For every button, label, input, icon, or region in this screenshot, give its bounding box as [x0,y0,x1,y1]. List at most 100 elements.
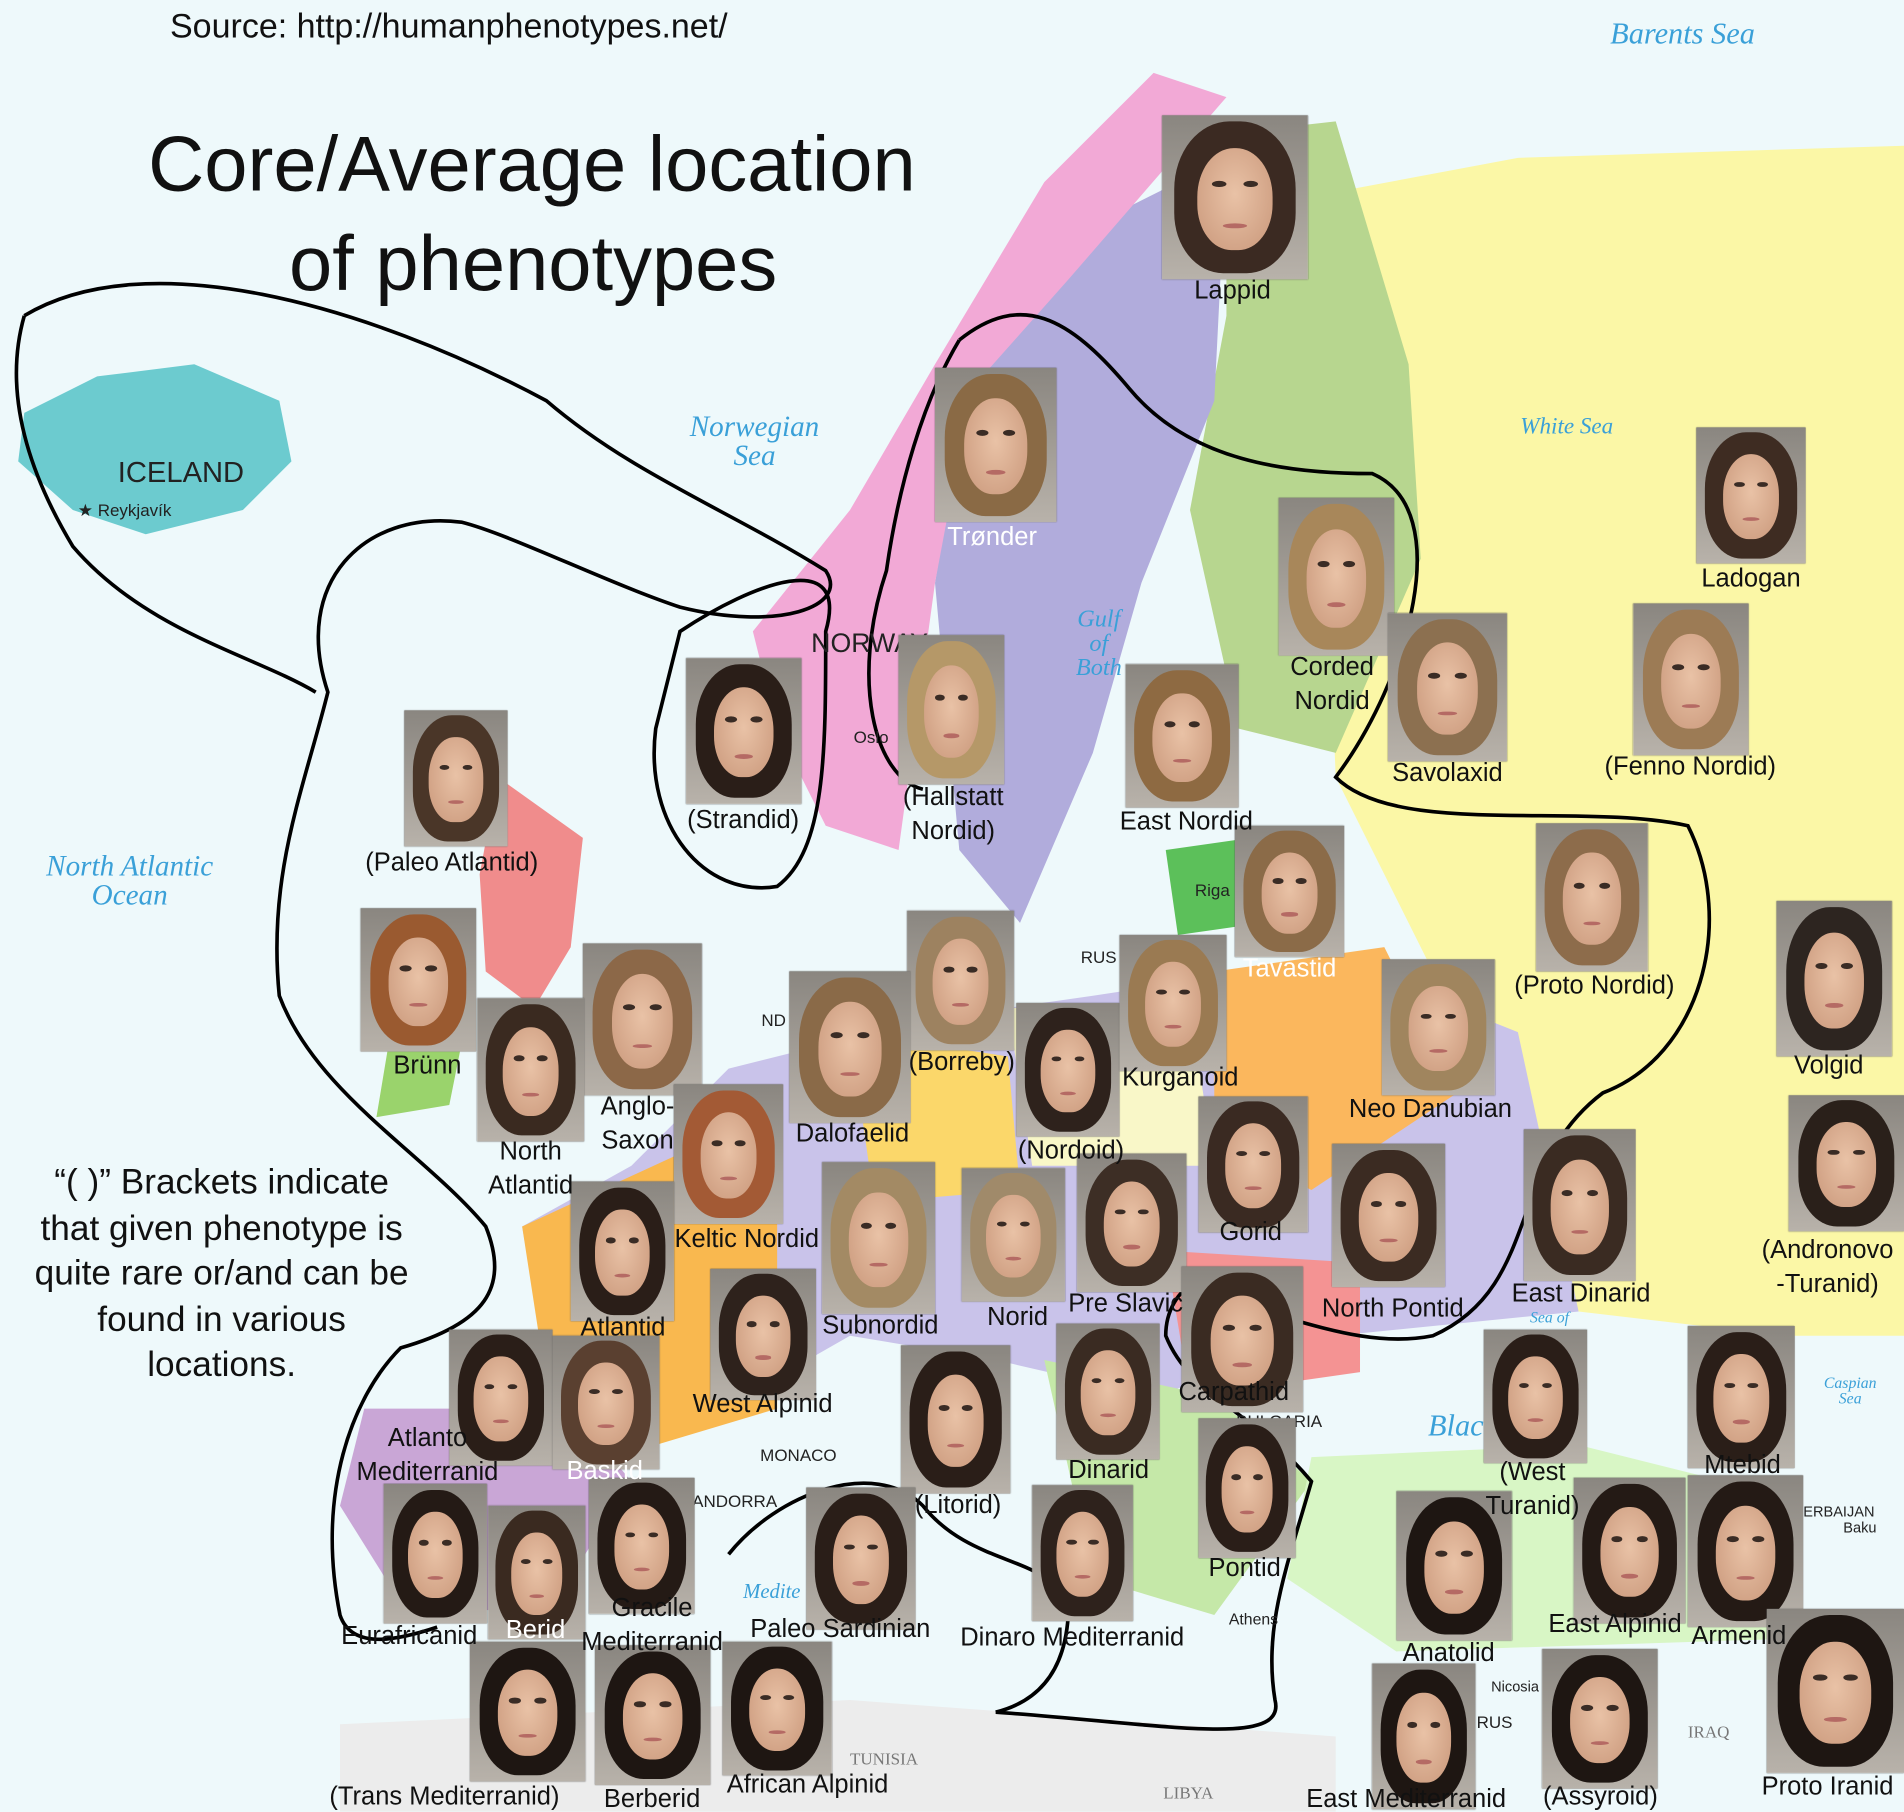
mouth-shape [1280,912,1299,917]
eye-shape [885,1222,897,1229]
phenotype-label-line: Volgid [1793,1051,1864,1080]
eye-shape [1815,963,1828,970]
face-shape [511,1532,562,1616]
face-portrait-west-turanid [1483,1329,1588,1464]
phenotype-label-pre-slavic: Pre Slavic [1068,1287,1183,1321]
face-shape [1408,986,1468,1071]
eye-shape [1561,1190,1574,1197]
eye-shape [1586,1190,1598,1197]
eye-shape [1445,1013,1457,1020]
phenotype-label-subnordid: Subnordid [822,1309,938,1343]
phenotype-label-lappid: Lappid [1194,274,1271,308]
face-shape [1210,1295,1274,1386]
face-portrait-nordoid [1016,1003,1120,1137]
mouth-shape [1681,703,1701,709]
note-line: locations. [147,1345,296,1385]
phenotype-label-east-nordid: East Nordid [1120,805,1253,839]
mouth-shape [518,1733,537,1739]
phenotype-label-line: (Strandid) [687,806,800,835]
eye-shape [957,694,969,701]
eye-shape [966,966,978,973]
sea-label-gulf-bothnia: Gulf of Both [1076,607,1122,680]
mouth-shape [1223,223,1247,229]
source-credit: Source: http://humanphenotypes.net/ [170,7,728,45]
phenotype-label-berid: Berid [506,1614,566,1648]
eye-shape [1243,180,1259,188]
eye-shape [1454,672,1467,679]
face-portrait-strandid [686,658,802,804]
iceland-region [18,364,292,535]
face-shape [1722,454,1780,539]
eye-shape [1138,1208,1150,1215]
face-portrait-atlantid [570,1181,674,1322]
phenotype-label-line: Pontid [1208,1554,1281,1583]
eye-shape [1343,561,1355,568]
phenotype-label-berberid: Berberid [604,1783,700,1812]
sea-label-line: Sea [1838,1389,1862,1408]
eye-shape [1841,963,1853,970]
phenotype-label-line: Atlanto [387,1424,468,1453]
phenotype-label-baskid: Baskid [566,1455,643,1489]
mouth-shape [986,469,1006,475]
phenotype-label-line: (Paleo Atlantid) [365,848,539,877]
eye-shape [425,965,437,972]
eye-shape [1697,664,1710,671]
sea-label-line: Norwegian [689,411,820,444]
phenotype-label-atlantid: Atlantid [580,1311,665,1345]
outline-trondelag [867,339,961,792]
phenotype-label-line: Nordid) [911,817,996,846]
phenotype-label-line: (Fenno Nordid) [1604,752,1777,781]
face-shape [1103,1181,1161,1268]
eye-shape [1164,721,1176,728]
eye-shape [1672,664,1684,671]
phenotype-label-corded-nordid: Corded Nordid [1290,651,1374,719]
outline-atlantic-west [14,315,317,694]
eye-shape [1611,1536,1623,1542]
face-portrait-keltic-nordid [673,1084,784,1225]
face-portrait-berberid [595,1645,711,1786]
sea-label-line: of [1089,630,1109,657]
mouth-shape [447,800,465,805]
face-portrait-pre-slavic [1077,1153,1187,1293]
mouth-shape [614,1273,631,1278]
eye-shape [1272,878,1284,884]
phenotype-label-proto-nordid: (Proto Nordid) [1514,969,1674,1003]
face-portrait-east-nordid [1125,664,1239,808]
face-portrait-volgid [1776,901,1892,1057]
eye-shape [1752,1536,1764,1543]
eye-shape [1114,1208,1126,1215]
face-portrait-norid [961,1168,1065,1302]
eye-shape [1541,1383,1552,1389]
phenotype-label-anatolid: Anatolid [1403,1637,1495,1671]
place-reykjavik-label: Reykjavík [97,500,172,520]
face-shape [1804,932,1865,1029]
eye-shape [962,1404,974,1411]
mouth-shape [528,1593,545,1598]
face-shape [1041,1029,1095,1113]
phenotype-label-line: Saxon [601,1126,674,1155]
face-portrait-litorid [901,1345,1011,1494]
face-portrait-subnordid [822,1162,936,1314]
place-nd: ND [761,1010,786,1030]
eye-shape [439,764,450,771]
phenotype-label-line: Norid [987,1302,1049,1331]
eye-shape [1598,882,1610,889]
eye-shape [1518,1383,1530,1389]
eye-shape [860,1222,872,1229]
eye-shape [537,1055,548,1062]
eye-shape [1435,1550,1448,1557]
face-portrait-dinarid [1056,1323,1160,1460]
face-portrait-lappid [1162,115,1308,280]
place-cyprus: RUS [1476,1712,1513,1732]
face-portrait-dinaro-mediterranid [1032,1485,1133,1622]
phenotype-label-line: Savolaxid [1392,758,1503,787]
phenotype-label-line: West Alpinid [692,1390,833,1419]
phenotype-label-line: Dinarid [1068,1455,1150,1484]
phenotype-label-assyroid: (Assyroid) [1543,1780,1658,1812]
eye-shape [1428,672,1441,679]
eye-shape [399,965,412,972]
mouth-shape [1244,1186,1262,1191]
mouth-shape [1059,1091,1077,1096]
mouth-shape [1074,1574,1091,1579]
face-shape [1562,852,1621,945]
